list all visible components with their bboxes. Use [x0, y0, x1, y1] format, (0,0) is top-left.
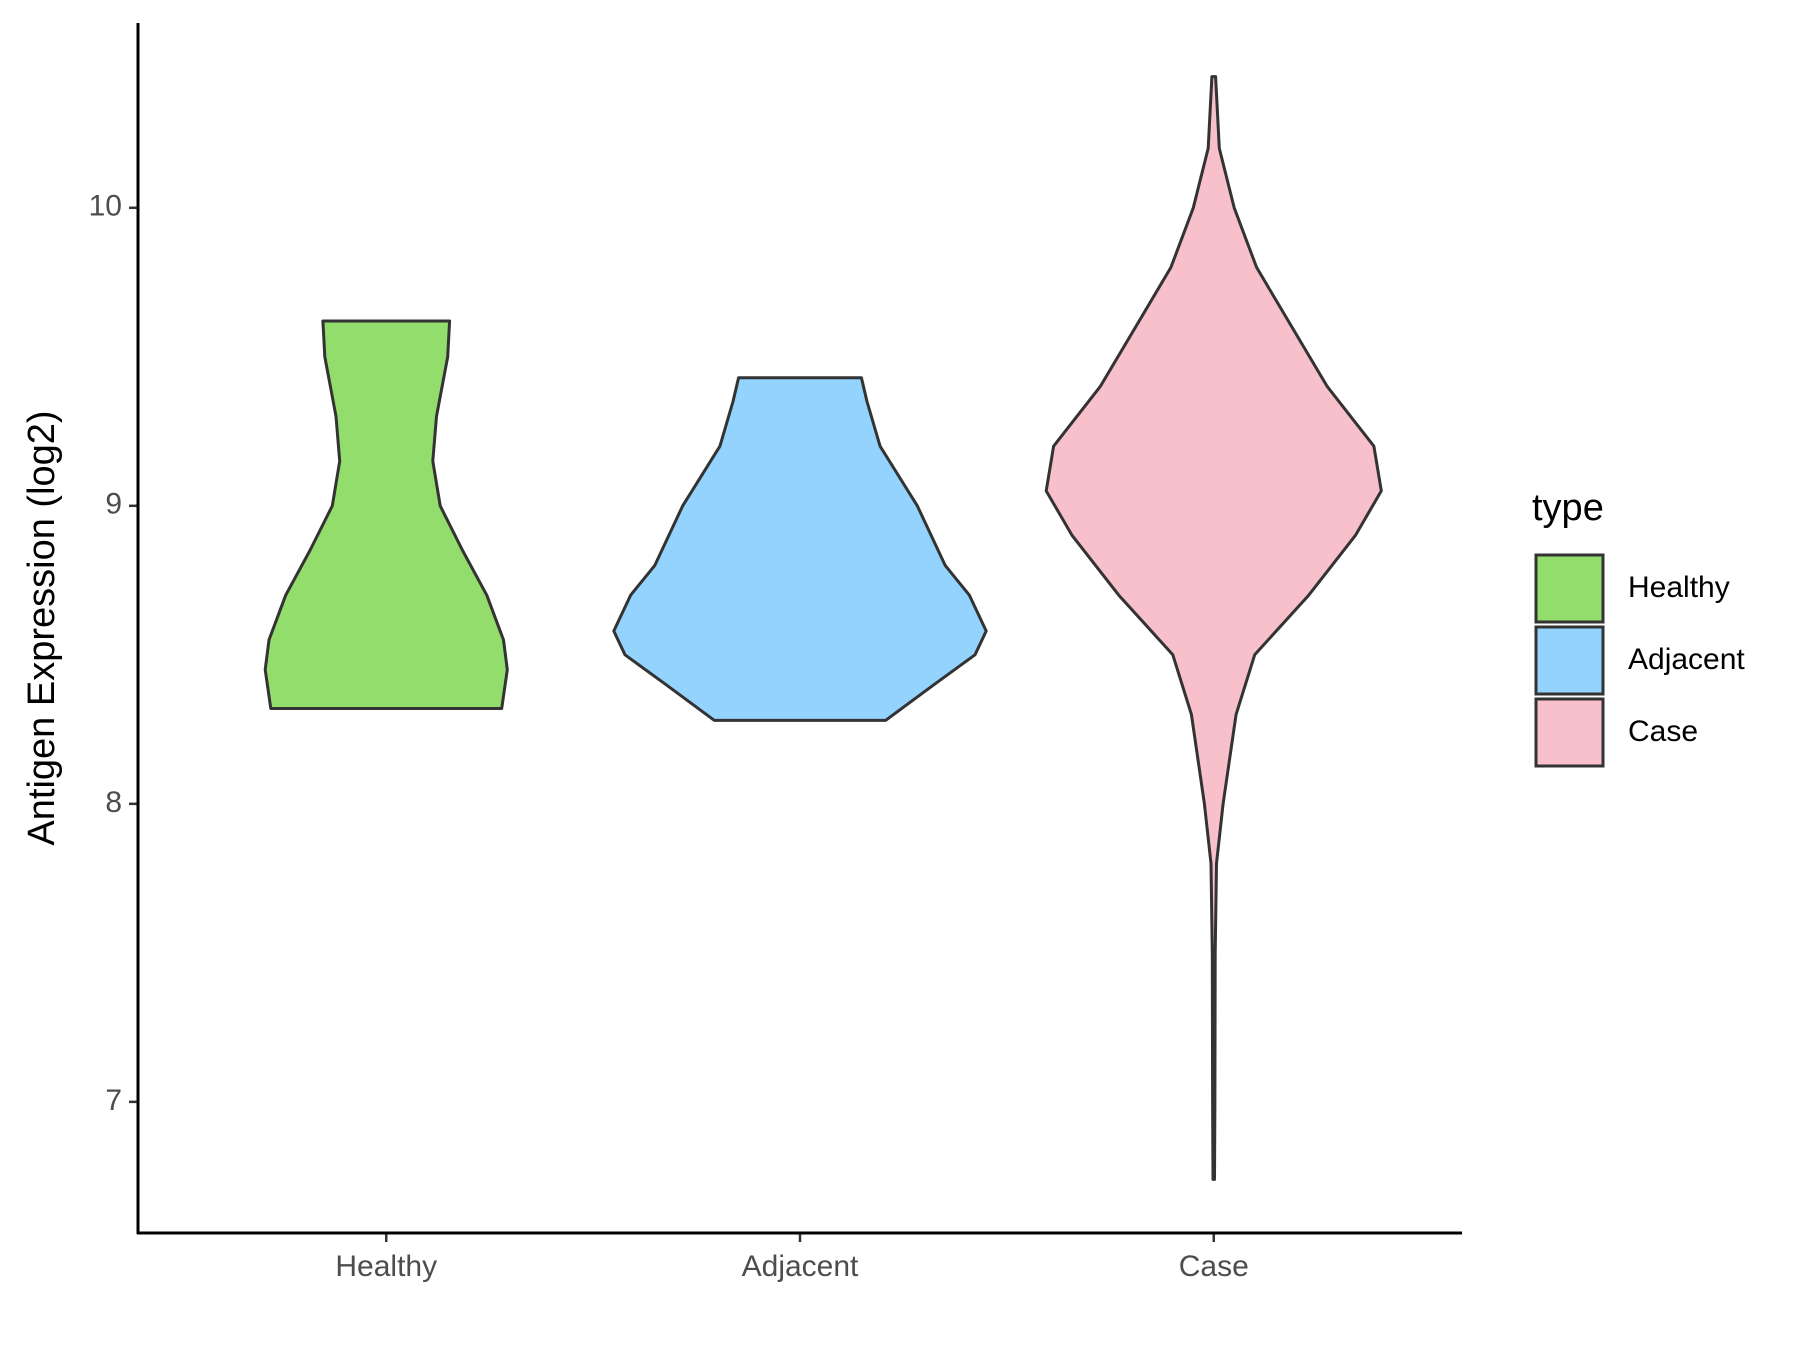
- x-tick-label: Healthy: [335, 1250, 437, 1283]
- legend-key: [1534, 553, 1605, 624]
- legend-label: Case: [1628, 715, 1698, 748]
- violin: [263, 319, 509, 710]
- violin: [612, 376, 988, 722]
- legend-label: Healthy: [1628, 571, 1730, 604]
- y-tick-label: 9: [105, 488, 122, 521]
- legend-title: type: [1532, 487, 1604, 529]
- legend-label: Adjacent: [1628, 643, 1745, 676]
- y-tick-label: 10: [89, 190, 122, 223]
- y-tick-label: 7: [105, 1084, 122, 1117]
- x-tick-label: Case: [1179, 1250, 1249, 1283]
- legend-key: [1534, 697, 1605, 768]
- x-tick-label: Adjacent: [742, 1250, 859, 1283]
- y-axis-label: Antigen Expression (log2): [21, 410, 63, 845]
- y-tick-label: 8: [105, 786, 122, 819]
- legend-key: [1534, 625, 1605, 696]
- violin: [1044, 75, 1383, 1181]
